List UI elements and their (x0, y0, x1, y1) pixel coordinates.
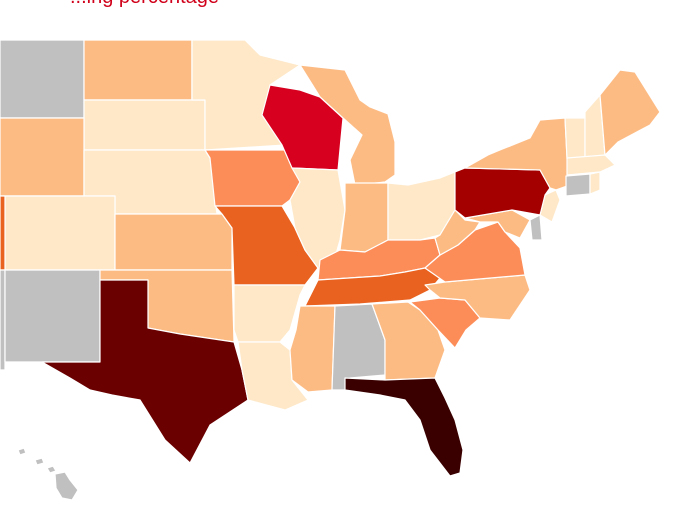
state-ct[interactable] (565, 173, 591, 197)
state-ri[interactable] (589, 171, 601, 195)
state-hi-island-2[interactable] (34, 457, 45, 466)
state-nv-ca[interactable] (0, 195, 6, 271)
state-hi-island-3[interactable] (46, 465, 57, 474)
state-ks[interactable] (114, 213, 233, 271)
state-in[interactable] (339, 182, 389, 253)
state-pa[interactable] (454, 167, 551, 219)
state-tx[interactable] (41, 279, 249, 464)
state-fl[interactable] (344, 377, 464, 477)
state-sd[interactable] (83, 99, 206, 151)
state-ma[interactable] (566, 154, 616, 176)
state-mt[interactable] (83, 39, 193, 101)
state-shapes-group (0, 39, 661, 477)
state-mo[interactable] (214, 205, 319, 286)
state-ga[interactable] (371, 301, 446, 381)
state-il[interactable] (289, 167, 346, 276)
state-az[interactable] (0, 269, 6, 371)
state-md[interactable] (464, 209, 531, 239)
state-mi[interactable] (299, 64, 396, 186)
state-co[interactable] (4, 195, 116, 271)
state-ms[interactable] (289, 305, 336, 393)
map-title: ...ing percentage (70, 0, 219, 9)
state-nm[interactable] (4, 269, 101, 363)
state-ar[interactable] (233, 284, 306, 343)
state-hi-island-4[interactable] (54, 471, 79, 501)
state-wa-or-id[interactable] (0, 39, 85, 119)
hawaii-group (17, 447, 79, 501)
state-ia[interactable] (204, 149, 301, 207)
state-hi-island-1[interactable] (17, 447, 27, 456)
state-wy[interactable] (0, 117, 85, 197)
state-me[interactable] (599, 69, 661, 156)
state-vt[interactable] (564, 117, 586, 161)
state-de[interactable] (529, 214, 543, 241)
